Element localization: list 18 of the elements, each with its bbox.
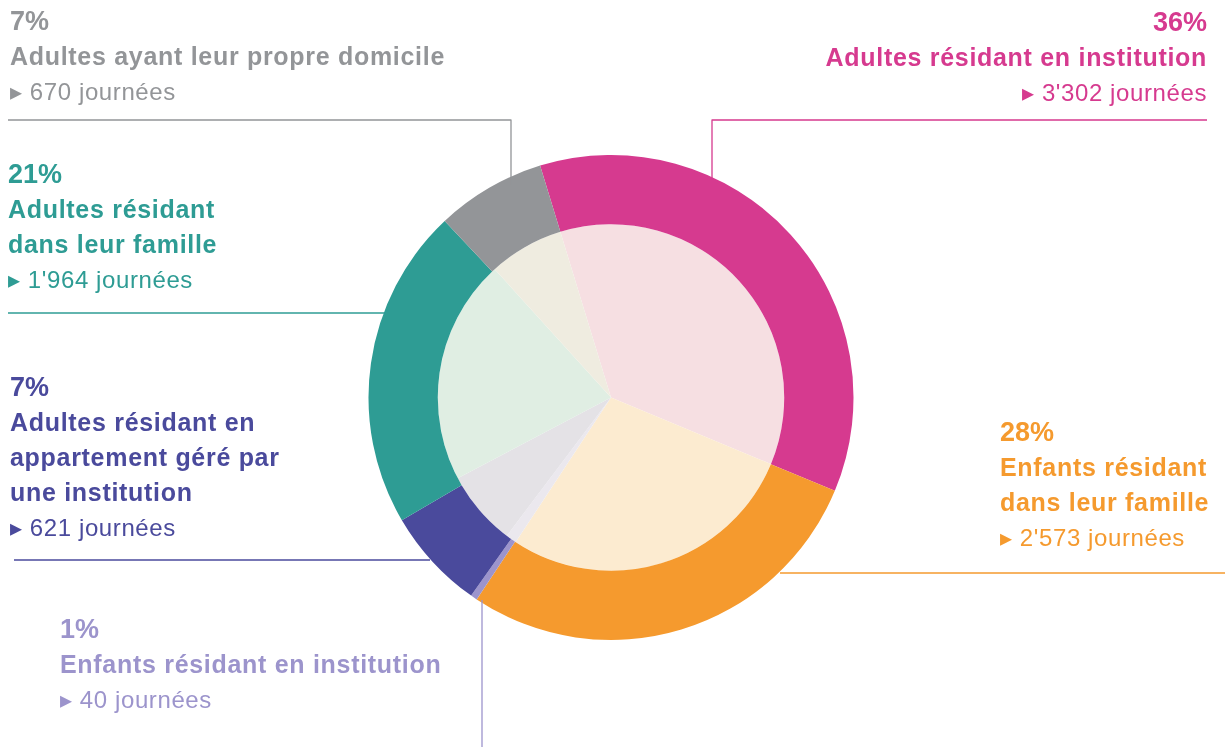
data-label: ▸ 670 journées bbox=[10, 77, 177, 107]
data-label: ▸ 40 journées bbox=[60, 685, 213, 715]
text: 7% bbox=[10, 5, 51, 38]
data-label: ▸ 1'964 journées bbox=[8, 265, 194, 295]
text: 1% bbox=[60, 613, 101, 646]
text: 28% bbox=[1000, 416, 1056, 449]
data-label: ▸ 2'573 journées bbox=[1000, 523, 1186, 553]
slice-label: Adultes résidant en appartement géré par une institution bbox=[10, 407, 281, 508]
slice-label: Enfants résidant dans leur famille bbox=[1000, 452, 1211, 518]
data-label: ▸ 3'302 journées bbox=[1021, 78, 1207, 108]
data-label: ▸ 621 journées bbox=[10, 513, 177, 543]
slice-label: Enfants résidant en institution bbox=[60, 649, 443, 680]
slice-label: Adultes ayant leur propre domicile bbox=[10, 41, 446, 72]
text: 36% bbox=[1151, 6, 1207, 39]
slice-label: Adultes résidant en institution bbox=[824, 42, 1207, 73]
text: 7% bbox=[10, 371, 51, 404]
slice-label: Adultes résidant dans leur famille bbox=[8, 194, 219, 260]
text: 21% bbox=[8, 158, 64, 191]
